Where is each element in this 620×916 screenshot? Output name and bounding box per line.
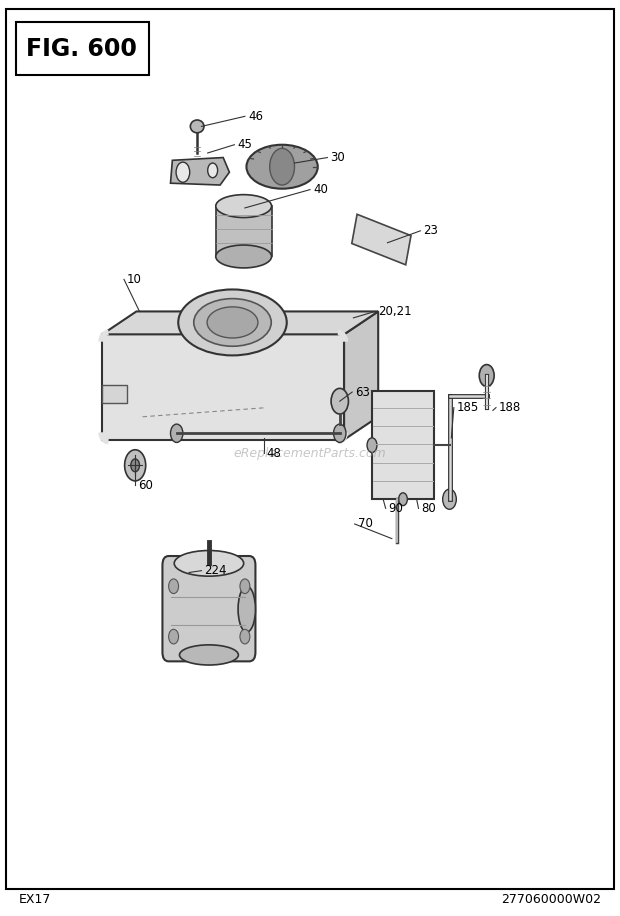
Circle shape — [125, 450, 146, 481]
Circle shape — [169, 579, 179, 594]
Text: 80: 80 — [422, 502, 436, 515]
Ellipse shape — [180, 645, 238, 665]
Polygon shape — [170, 158, 229, 185]
Ellipse shape — [174, 551, 244, 576]
Circle shape — [479, 365, 494, 387]
Polygon shape — [344, 311, 378, 440]
Text: 188: 188 — [499, 401, 521, 414]
Text: 45: 45 — [237, 138, 252, 151]
Text: 30: 30 — [330, 151, 345, 164]
Polygon shape — [216, 206, 272, 256]
Text: 48: 48 — [267, 447, 281, 460]
Text: 70: 70 — [358, 518, 373, 530]
Circle shape — [169, 629, 179, 644]
Ellipse shape — [216, 245, 272, 268]
Circle shape — [334, 424, 346, 442]
Circle shape — [367, 438, 377, 453]
Circle shape — [331, 388, 348, 414]
Ellipse shape — [193, 299, 272, 346]
Text: 224: 224 — [205, 564, 227, 577]
Text: 40: 40 — [313, 183, 328, 196]
Circle shape — [208, 163, 218, 178]
Ellipse shape — [179, 289, 286, 355]
Circle shape — [170, 424, 183, 442]
Text: FIG. 600: FIG. 600 — [27, 37, 137, 60]
Circle shape — [176, 162, 190, 182]
Text: 20,21: 20,21 — [378, 305, 412, 318]
Ellipse shape — [238, 586, 255, 632]
Text: EX17: EX17 — [19, 893, 51, 906]
Text: 90: 90 — [389, 502, 404, 515]
Circle shape — [131, 459, 140, 472]
Text: 10: 10 — [127, 273, 142, 286]
Text: 23: 23 — [423, 224, 438, 237]
Bar — [372, 391, 434, 499]
Circle shape — [443, 489, 456, 509]
Polygon shape — [102, 385, 127, 403]
Ellipse shape — [207, 307, 258, 338]
FancyBboxPatch shape — [162, 556, 255, 661]
Polygon shape — [102, 334, 344, 440]
Circle shape — [399, 493, 407, 506]
Circle shape — [240, 579, 250, 594]
Text: 277060000W02: 277060000W02 — [502, 893, 601, 906]
Text: 63: 63 — [355, 386, 370, 398]
Ellipse shape — [190, 120, 204, 133]
Ellipse shape — [216, 195, 272, 218]
Ellipse shape — [247, 145, 317, 189]
Polygon shape — [352, 214, 411, 265]
Circle shape — [270, 148, 294, 185]
Text: eReplacementParts.com: eReplacementParts.com — [234, 447, 386, 460]
Text: 60: 60 — [138, 479, 153, 492]
Text: 185: 185 — [457, 401, 479, 414]
Polygon shape — [102, 311, 378, 334]
Bar — [16, 22, 149, 75]
Text: 46: 46 — [248, 110, 263, 123]
Circle shape — [240, 629, 250, 644]
